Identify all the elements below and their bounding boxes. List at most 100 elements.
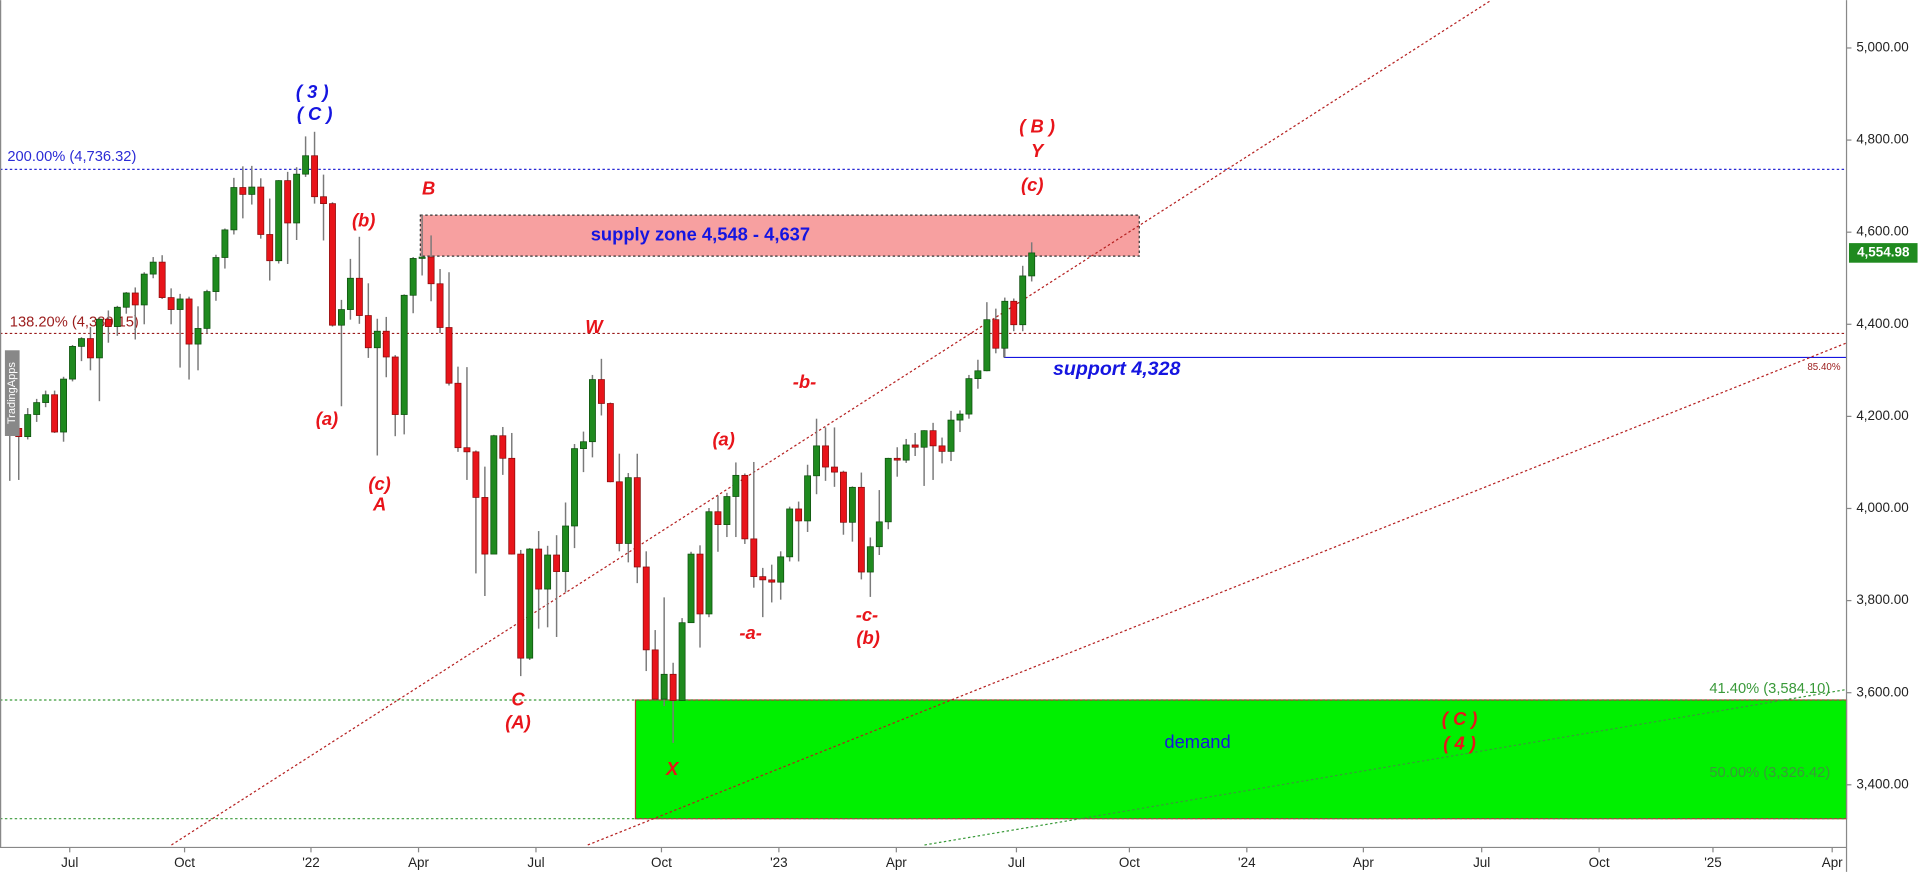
fib-level-label: 50.00% (3,326.42) [1709,765,1830,781]
candle-body [481,497,489,555]
wave-label: (c) [1021,174,1043,195]
candle-body [131,292,139,306]
wave-label: X [665,758,680,779]
candle-body [1001,300,1009,349]
candle-body [768,579,776,583]
candle-body [194,328,202,345]
candle-body [911,444,919,448]
candle-body [409,258,417,296]
supply-zone-label: supply zone 4,548 - 4,637 [591,223,810,244]
watermark-text: TradingApps [6,362,18,425]
trend-lines [171,0,1847,846]
candle-body [804,475,812,522]
candle-body [624,477,632,544]
candle-body [884,457,892,523]
wave-label: ( B ) [1019,115,1055,136]
candle-body [732,474,740,497]
candle-body [848,486,856,523]
candle-body [562,525,569,572]
trend-line [171,0,1492,846]
candle-body [723,496,731,525]
candle-body [490,435,498,555]
candle-body [472,451,480,498]
candle-body [750,538,758,578]
candle-body [104,318,112,327]
trend-label: 85.40% [1807,362,1840,373]
candle-body [320,196,327,204]
wave-label: (c) [368,473,390,494]
candle-body [965,378,973,415]
x-tick-label: '24 [1238,855,1256,870]
candle-body [678,622,686,701]
candle-body [597,379,605,404]
candle-body [857,486,865,573]
x-tick-label: Oct [174,855,195,870]
candle-body [373,330,381,349]
candle-body [400,294,408,415]
wave-label: -b- [793,371,816,392]
y-tick-label: 4,600.00 [1856,224,1908,239]
candle-body [185,298,193,345]
wave-label: Y [1031,140,1045,161]
candle-body [51,394,59,433]
wave-label: ( 3 ) [296,81,329,102]
support-label: support 4,328 [1053,358,1180,380]
supply-zone [419,214,1140,257]
candle-body [741,474,749,540]
x-tick-label: Jul [527,855,544,870]
trend-line [587,342,1847,846]
candle-body [669,673,677,701]
candle-body [777,556,785,583]
x-tick-label: Oct [1119,855,1140,870]
last-price-tag [1848,243,1918,263]
x-tick-label: Apr [1353,855,1374,870]
candle-body [508,457,516,555]
wave-label: B [422,178,435,199]
candle-body [69,346,76,380]
candle-body [786,508,794,558]
candle-body [633,477,641,568]
candle-body [866,546,874,573]
candle-body [983,319,991,372]
candle-body [606,403,614,483]
wave-label: W [585,316,604,337]
candle-body [33,402,41,415]
candle-body [266,234,274,262]
candle-body [140,273,148,306]
candle-body [615,481,623,544]
candle-body [212,257,220,292]
candle-body [499,435,507,459]
candle-body [822,445,829,468]
candle-body [445,327,453,384]
candle-body [795,508,803,522]
candle-body [974,370,982,379]
x-tick-label: '25 [1704,855,1722,870]
candle-body [831,466,838,473]
wave-label: A [372,494,386,515]
candle-body [275,180,283,262]
x-tick-label: Apr [1822,855,1843,870]
x-tick-label: Oct [651,855,672,870]
candle-body [346,277,354,310]
x-tick-label: Oct [1589,855,1610,870]
candle-body [813,445,820,477]
candle-body [158,261,166,298]
candle-body [553,554,561,572]
wave-label: ( C ) [297,103,333,124]
fib-level-label: 41.40% (3,584.10) [1709,681,1830,697]
candle-body [705,511,713,615]
candle-body [1028,252,1036,277]
candle-body [122,292,130,308]
candle-body [311,155,318,198]
wave-label: (a) [712,429,734,450]
candle-body [875,521,883,548]
candle-body [544,554,552,590]
candle-body [24,414,32,438]
candle-body [992,319,1000,349]
wave-label: ( 4 ) [1443,732,1476,753]
candle-body [571,448,578,527]
candle-body [355,277,363,316]
candle-body [535,548,543,590]
candle-body [687,553,695,624]
x-tick-label: Jul [61,855,78,870]
